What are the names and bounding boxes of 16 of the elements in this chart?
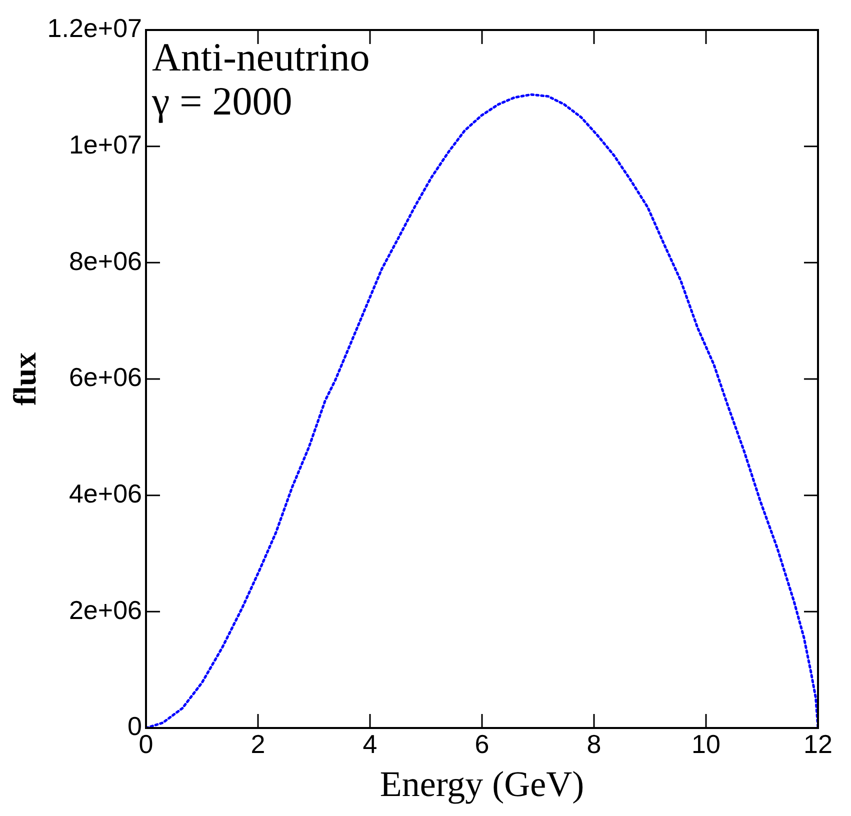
x-axis-title: Energy (GeV) xyxy=(380,764,584,804)
x-tick-label: 12 xyxy=(804,728,832,759)
y-axis-title: flux xyxy=(6,352,42,406)
x-tick-label: 8 xyxy=(586,728,602,759)
y-tick-label: 1e+07 xyxy=(68,130,142,160)
y-tick-label: 4e+06 xyxy=(68,478,142,509)
y-tick-label: 1.2e+07 xyxy=(47,13,142,44)
y-tick-label: 6e+06 xyxy=(68,362,142,392)
x-tick-label: 4 xyxy=(362,728,378,759)
x-tick-label: 10 xyxy=(692,728,720,759)
x-tick-label: 2 xyxy=(250,728,266,759)
y-tick-label: 2e+06 xyxy=(68,594,142,625)
y-tick-label: 8e+06 xyxy=(68,246,142,276)
x-tick-label: 6 xyxy=(474,728,490,759)
annotation: γ = 2000 xyxy=(151,78,292,124)
annotation: Anti-neutrino xyxy=(152,34,370,80)
